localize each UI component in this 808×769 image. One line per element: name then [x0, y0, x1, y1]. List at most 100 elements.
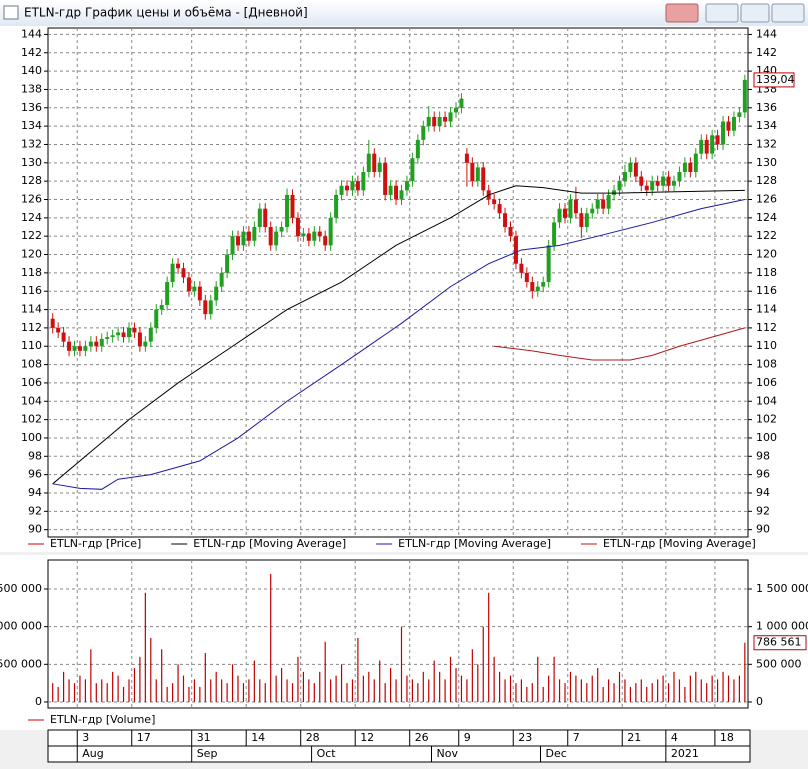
y-tick-label: 140 — [21, 64, 42, 77]
candle-body — [295, 217, 300, 237]
candle-body — [61, 332, 66, 342]
day-label: 4 — [671, 731, 678, 744]
candle-body — [524, 272, 529, 283]
candle-body — [110, 335, 115, 338]
candle-body — [148, 327, 153, 342]
legend-label: ETLN-гдр [Moving Average] — [398, 537, 551, 550]
candle-body — [628, 162, 633, 172]
candle-body — [394, 185, 399, 200]
candle-body — [279, 227, 284, 232]
candle-body — [230, 236, 235, 255]
close-button[interactable] — [771, 3, 805, 23]
candle-body — [606, 194, 611, 209]
candle-body — [541, 282, 546, 287]
candle-body — [688, 162, 693, 172]
candle-body — [186, 277, 191, 292]
y-tick-label: 120 — [756, 248, 777, 261]
candle-body — [601, 199, 606, 209]
candle-body — [508, 227, 513, 237]
candle-body — [241, 231, 246, 246]
candle-body — [345, 185, 349, 191]
volume-plot — [47, 559, 749, 709]
candle-body — [361, 171, 366, 191]
candle-body — [546, 245, 551, 283]
day-label: 26 — [415, 731, 429, 744]
candle-body — [355, 181, 360, 191]
y-tick-label: 144 — [21, 27, 42, 40]
candle-body — [579, 213, 584, 228]
candle-body — [252, 227, 257, 241]
y-tick-label: 128 — [21, 174, 42, 187]
link-button[interactable] — [665, 3, 699, 23]
candle-body — [50, 318, 55, 328]
y-tick-label: 130 — [756, 156, 777, 169]
candle-body — [339, 185, 344, 195]
candle-body — [682, 162, 687, 172]
candle-body — [710, 135, 715, 154]
month-label: 2021 — [671, 747, 699, 760]
candle-body — [127, 327, 131, 338]
candle-body — [132, 327, 137, 333]
candle-body — [492, 199, 497, 205]
last-volume-label: 786 561 — [756, 636, 802, 649]
candle-body — [197, 286, 202, 301]
candle-body — [475, 167, 480, 182]
y-tick-label: 94 — [756, 486, 770, 499]
moving-average-line — [494, 327, 745, 361]
candle-body — [503, 213, 508, 228]
y-tick-label: 102 — [756, 413, 777, 426]
candle-body — [742, 79, 747, 113]
candle-body — [715, 135, 720, 145]
candle-body — [72, 346, 77, 351]
y-tick-label: 130 — [21, 156, 42, 169]
y-tick-label: 126 — [756, 193, 777, 206]
candle-body — [563, 208, 567, 218]
candle-body — [159, 304, 164, 310]
y-tick-label: 118 — [756, 266, 777, 279]
left-labels: 90 92 94 96 98 100 102 104 106 108 110 112 114 116 118… — [0, 27, 42, 708]
candle-body — [372, 153, 377, 172]
candle-body — [568, 199, 573, 218]
month-label: Aug — [82, 747, 103, 760]
candle-body — [383, 162, 388, 195]
candle-body — [323, 236, 328, 246]
candle-body — [426, 116, 431, 127]
candle-body — [655, 181, 660, 186]
y-tick-label: 134 — [21, 119, 42, 132]
candle-body — [328, 217, 333, 246]
legend-label: ETLN-гдр [Price] — [50, 537, 141, 550]
y-tick-label: 94 — [28, 486, 42, 499]
candle-body — [203, 300, 208, 315]
candle-body — [268, 227, 273, 246]
y-tick-label: 96 — [756, 468, 770, 481]
y-tick-label: 1 500 000 — [0, 582, 42, 595]
month-label: Sep — [197, 747, 218, 760]
candle-body — [519, 263, 524, 273]
candle-body — [377, 162, 382, 172]
day-label: 9 — [464, 731, 471, 744]
legend-label: ETLN-гдр [Volume] — [50, 713, 155, 726]
window-icon — [3, 5, 19, 20]
day-label: 21 — [627, 731, 641, 744]
day-label: 7 — [573, 731, 580, 744]
candle-body — [192, 286, 197, 292]
candle-body — [290, 194, 295, 218]
y-tick-label: 116 — [21, 284, 42, 297]
maximize-button[interactable] — [740, 3, 770, 23]
candle-body — [622, 171, 627, 182]
day-label: 14 — [251, 731, 265, 744]
candle-body — [410, 158, 415, 182]
candle-body — [677, 171, 682, 182]
candle-body — [699, 139, 704, 154]
candle-body — [334, 194, 339, 218]
candle-body — [181, 268, 186, 278]
candle-body — [535, 286, 540, 292]
minimize-button[interactable] — [705, 3, 739, 23]
candle-body — [350, 181, 355, 191]
moving-average-line — [52, 185, 745, 485]
y-tick-label: 116 — [756, 284, 777, 297]
y-tick-label: 132 — [21, 137, 42, 150]
candle-body — [421, 126, 426, 140]
day-label: 18 — [720, 731, 734, 744]
